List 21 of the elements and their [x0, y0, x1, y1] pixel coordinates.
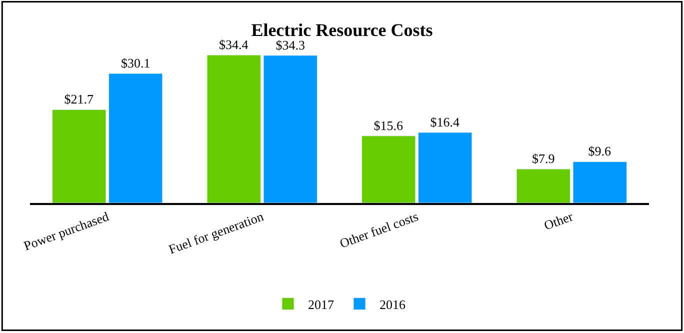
data-label: $7.9 — [532, 151, 555, 166]
x-tick-label: Other fuel costs — [338, 208, 420, 251]
bar — [572, 161, 627, 203]
legend-label: 2017 — [308, 296, 334, 312]
legend-label: 2016 — [380, 296, 406, 312]
data-label: $34.4 — [219, 37, 249, 52]
x-tick-label: Other — [542, 208, 576, 233]
data-label: $21.7 — [64, 92, 94, 107]
bar — [516, 168, 570, 203]
data-label: $30.1 — [120, 56, 150, 70]
bar — [206, 55, 261, 203]
chart-title: Electric Resource Costs — [251, 20, 433, 40]
data-label: $34.3 — [276, 37, 305, 52]
bar — [362, 136, 416, 203]
bar — [52, 109, 106, 203]
bar — [263, 55, 318, 203]
data-label: $9.6 — [588, 144, 612, 159]
data-label: $16.4 — [430, 114, 460, 130]
data-label: $15.6 — [374, 118, 404, 133]
bar — [108, 73, 163, 203]
bar — [418, 132, 472, 203]
